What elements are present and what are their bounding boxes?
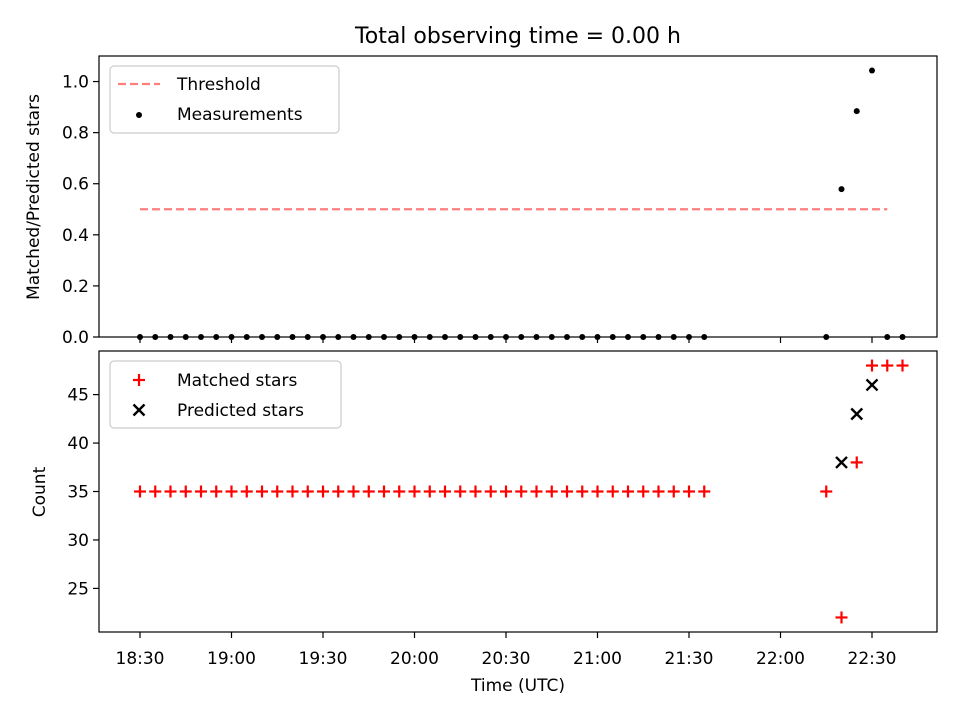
- count-panel-y-tick-label: 25: [67, 579, 89, 599]
- matched-stars-point: [652, 485, 665, 498]
- matched-stars-point: [545, 485, 558, 498]
- ratio-panel-y-axis: 0.0 0.2 0.4 0.6 0.8 1.0: [62, 73, 99, 348]
- legend-predicted-label: Predicted stars: [177, 401, 304, 421]
- matched-stars-point: [210, 485, 223, 498]
- matched-stars-point: [683, 485, 695, 498]
- matched-stars-point: [576, 485, 589, 498]
- matched-stars-point: [164, 485, 177, 498]
- matched-stars-point: [835, 611, 848, 624]
- count-panel-x-tick-label: 22:00: [756, 649, 805, 669]
- matched-stars-point: [606, 485, 619, 498]
- count-panel-x-tick-label: 21:00: [573, 649, 622, 669]
- count-panel-y-axis: 25 30 35 40 45: [67, 386, 99, 599]
- legend-measurements-label: Measurements: [177, 105, 303, 125]
- figure-title: Total observing time = 0.00 h: [354, 24, 681, 49]
- measurement-point: [853, 108, 860, 115]
- matched-stars-point: [896, 359, 909, 372]
- count-panel-x-tick-label: 18:30: [116, 649, 165, 669]
- matched-stars-point: [256, 485, 268, 498]
- matched-stars-point: [134, 485, 146, 498]
- ratio-panel-y-tick-label: 0.4: [62, 226, 89, 246]
- count-panel-x-tick-label: 20:30: [482, 649, 531, 669]
- ratio-panel: 0.0 0.2 0.4 0.6 0.8 1.0 Matched/Predicted sta…: [24, 55, 938, 348]
- matched-stars-point: [530, 485, 543, 498]
- legend-predicted-swatch: [132, 403, 146, 417]
- matched-stars-point: [439, 485, 451, 498]
- count-panel-x-tick-label: 19:00: [207, 649, 256, 669]
- matched-stars-point: [591, 485, 604, 498]
- ratio-legend-frame: [109, 65, 340, 134]
- matched-stars-point: [317, 485, 329, 498]
- ratio-panel-y-tick-label: 1.0: [62, 73, 89, 93]
- count-panel-y-tick-label: 45: [67, 386, 89, 406]
- count-panel-y-tick-label: 35: [67, 483, 89, 503]
- count-panel-frame: [98, 350, 938, 633]
- matched-stars-point: [195, 485, 207, 498]
- matched-stars-point: [225, 485, 238, 498]
- count-panel-x-tick-label: 20:00: [390, 649, 439, 669]
- ratio-panel-frame: [98, 55, 938, 338]
- matched-stars-point: [469, 485, 482, 498]
- ratio-panel-y-tick-label: 0.2: [62, 277, 89, 297]
- legend-matched-swatch: [133, 374, 145, 386]
- predicted-stars-point: [865, 378, 879, 392]
- count-panel: 25 30 35 40 45 18:30 19:00 19:30 20:00 20:30 21:0…: [30, 350, 938, 696]
- matched-stars-point: [240, 485, 253, 498]
- matched-stars-point: [561, 485, 573, 498]
- count-panel-legend: Matched stars Predicted stars: [109, 360, 342, 429]
- matched-stars-point: [179, 485, 192, 498]
- legend-measurements-swatch: [136, 112, 142, 118]
- ratio-panel-y-tick-label: 0.6: [62, 175, 89, 195]
- legend-threshold-label: Threshold: [176, 75, 261, 95]
- matched-stars-point: [423, 485, 436, 498]
- matched-stars-point: [850, 456, 863, 469]
- matched-stars-point: [454, 485, 467, 498]
- matched-stars-point: [484, 485, 497, 498]
- matched-stars-point: [637, 485, 650, 498]
- count-panel-x-axis: 18:30 19:00 19:30 20:00 20:30 21:00 21:30 22:00…: [116, 632, 897, 669]
- matched-stars-point: [881, 359, 894, 372]
- matched-stars-point: [347, 485, 360, 498]
- matched-stars-point: [286, 485, 299, 498]
- ratio-panel-y-tick-label: 0.0: [62, 328, 89, 348]
- count-panel-y-tick-label: 30: [67, 531, 89, 551]
- matched-stars-point: [866, 359, 878, 372]
- matched-stars-point: [149, 485, 162, 498]
- count-panel-x-axis-label: Time (UTC): [470, 676, 565, 696]
- measurement-point: [869, 67, 875, 74]
- measurement-point: [838, 186, 845, 193]
- matched-stars-point: [301, 485, 314, 498]
- count-panel-series: [134, 359, 909, 624]
- ratio-panel-y-tick-label: 0.8: [62, 124, 89, 144]
- count-panel-y-tick-label: 40: [67, 434, 89, 454]
- matched-stars-point: [515, 485, 528, 498]
- matched-stars-point: [271, 485, 284, 498]
- matched-stars-point: [500, 485, 512, 498]
- legend-matched-label: Matched stars: [177, 371, 297, 391]
- ratio-panel-y-axis-label: Matched/Predicted stars: [24, 94, 44, 300]
- count-panel-x-tick-label: 19:30: [299, 649, 348, 669]
- matched-stars-point: [698, 485, 711, 498]
- matched-stars-point: [408, 485, 421, 498]
- matched-stars-point: [622, 485, 634, 498]
- count-panel-x-tick-label: 22:30: [848, 649, 897, 669]
- count-panel-y-axis-label: Count: [30, 466, 50, 517]
- matched-stars-point: [332, 485, 345, 498]
- matched-stars-point: [393, 485, 406, 498]
- matched-stars-point: [362, 485, 375, 498]
- matched-stars-point: [667, 485, 680, 498]
- predicted-stars-point: [835, 456, 848, 469]
- matched-stars-point: [378, 485, 390, 498]
- ratio-panel-legend: Threshold Measurements: [109, 65, 340, 134]
- count-legend-frame: [109, 360, 342, 429]
- predicted-stars-point: [850, 407, 864, 421]
- count-panel-x-tick-label: 21:30: [665, 649, 714, 669]
- matched-stars-point: [820, 485, 833, 498]
